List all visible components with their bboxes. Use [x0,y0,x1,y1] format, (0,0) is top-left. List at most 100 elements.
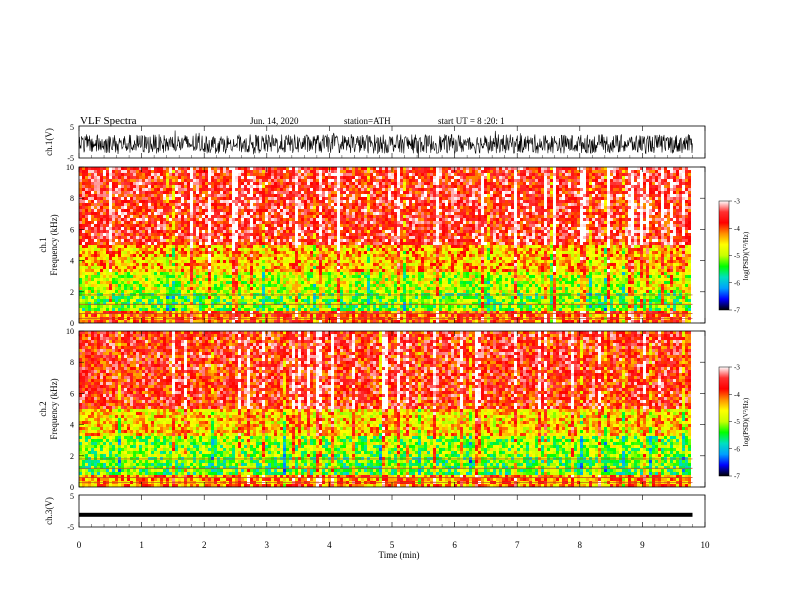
spectrogram-cell [628,215,631,218]
spectrogram-cell [139,191,142,194]
spectrogram-cell [121,209,124,212]
spectrogram-cell [205,194,208,197]
spectrogram-cell [253,182,256,185]
spectrogram-cell [667,236,670,239]
spectrogram-cell [562,173,565,176]
spectrogram-cell [148,185,151,188]
spectrogram-cell [115,209,118,212]
spectrogram-cell [277,221,280,224]
spectrogram-cell [571,227,574,230]
spectrogram-cell [103,167,106,170]
spectrogram-cell [487,215,490,218]
spectrogram-cell [463,185,466,188]
spectrogram-cell [376,227,379,230]
spectrogram-cell [511,224,514,227]
spectrogram-cell [487,194,490,197]
spectrogram-cell [352,182,355,185]
spectrogram-cell [322,227,325,230]
spectrogram-cell [280,230,283,233]
spectrogram-cell [91,179,94,182]
spectrogram-cell [505,236,508,239]
spectrogram-cell [322,200,325,203]
spectrogram-cell [556,212,559,215]
spectrogram-cell [271,188,274,191]
spectrogram-cell [142,182,145,185]
spectrogram-cell [82,224,85,227]
spectrogram-cell [427,212,430,215]
spectrogram-cell [157,221,160,224]
spectrogram-cell [337,203,340,206]
spectrogram-cell [412,206,415,209]
spectrogram-cell [346,194,349,197]
spectrogram-cell [391,215,394,218]
spectrogram-cell [655,188,658,191]
spectrogram-cell [112,230,115,233]
spectrogram-cell [436,167,439,170]
spectrogram-cell [163,170,166,173]
spectrogram-cell [250,239,253,242]
spectrogram-cell [301,194,304,197]
spectrogram-cell [682,188,685,191]
spectrogram-cell [475,197,478,200]
spectrogram-cell [550,194,553,197]
spectrogram-cell [436,236,439,239]
spectrogram-cell [502,230,505,233]
spectrogram-cell [370,185,373,188]
spectrogram-cell [451,185,454,188]
spectrogram-cell [481,224,484,227]
spectrogram-cell [475,209,478,212]
spectrogram-cell [676,209,679,212]
spectrogram-cell [289,170,292,173]
spectrogram-cell [349,212,352,215]
spectrogram-cell [640,206,643,209]
spectrogram-cell [646,170,649,173]
spectrogram-cell [208,221,211,224]
spectrogram-cell [475,230,478,233]
spectrogram-cell [199,218,202,221]
spectrogram-cell [349,191,352,194]
spectrogram-cell [415,194,418,197]
spectrogram-cell [265,218,268,221]
spectrogram-cell [454,212,457,215]
spectrogram-cell [337,182,340,185]
spectrogram-cell [535,182,538,185]
spectrogram-cell [409,209,412,212]
spectrogram-cell [346,179,349,182]
spectrogram-cell [280,206,283,209]
ch1-waveform-panel: 5 -5 ch.1(V) [44,123,705,163]
spectrogram-cell [208,185,211,188]
spectrogram-cell [649,170,652,173]
spectrogram-cell [358,179,361,182]
spectrogram-cell [295,197,298,200]
spectrogram-cell [400,179,403,182]
spectrogram-cell [442,212,445,215]
spectrogram-cell [667,188,670,191]
spectrogram-cell [181,239,184,242]
spectrogram-cell [337,176,340,179]
spectrogram-cell [529,176,532,179]
spectrogram-cell [670,170,673,173]
spectrogram-cell [334,218,337,221]
spectrogram-cell [577,212,580,215]
spectrogram-cell [364,188,367,191]
spectrogram-cell [106,182,109,185]
spectrogram-cell [631,221,634,224]
spectrogram-cell [538,236,541,239]
spectrogram-cell [544,200,547,203]
spectrogram-cell [376,173,379,176]
spectrogram-cell [310,230,313,233]
spectrogram-cell [208,233,211,236]
spectrogram-cell [271,167,274,170]
spectrogram-cell [328,188,331,191]
spectrogram-cell [310,218,313,221]
spectrogram-cell [133,233,136,236]
spectrogram-cell [259,233,262,236]
spectrogram-cell [424,227,427,230]
spectrogram-cell [352,233,355,236]
spectrogram-cell [154,185,157,188]
spectrogram-cell [400,227,403,230]
spectrogram-cell [106,212,109,215]
spectrogram-cell [592,224,595,227]
spectrogram-cell [292,194,295,197]
spectrogram-cell [262,212,265,215]
